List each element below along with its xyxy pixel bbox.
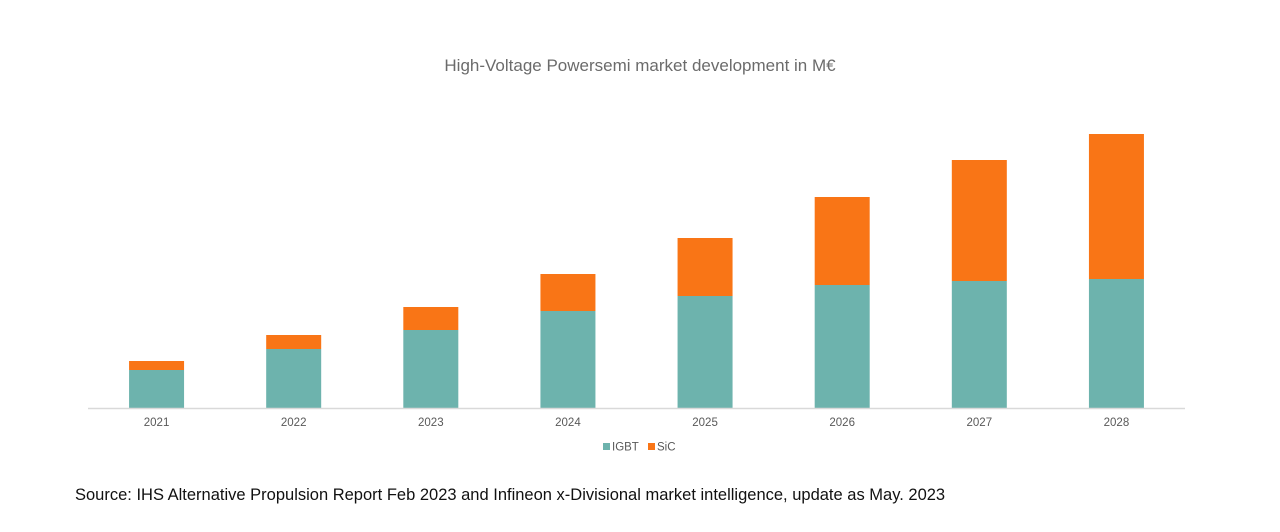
x-tick-label: 2024	[555, 417, 581, 429]
bar-igbt-2024	[540, 311, 596, 408]
bar-sic-2027	[951, 160, 1007, 281]
x-tick-label: 2027	[967, 417, 993, 429]
bar-igbt-2027	[951, 281, 1007, 408]
bar-igbt-2028	[1088, 279, 1144, 408]
legend-label-sic: SiC	[657, 442, 676, 454]
source-note: Source: IHS Alternative Propulsion Repor…	[75, 486, 946, 504]
bar-igbt-2023	[403, 330, 459, 408]
x-tick-label: 2025	[692, 417, 718, 429]
chart-title: High-Voltage Powersemi market developmen…	[444, 56, 836, 75]
x-tick-label: 2022	[281, 417, 307, 429]
legend-swatch-sic	[648, 443, 655, 450]
x-tick-label: 2028	[1104, 417, 1130, 429]
legend-swatch-igbt	[603, 443, 610, 450]
bar-sic-2024	[540, 274, 596, 311]
bar-sic-2026	[814, 197, 870, 285]
bar-sic-2025	[677, 238, 733, 296]
bar-sic-2023	[403, 307, 459, 330]
bar-igbt-2025	[677, 296, 733, 408]
x-tick-label: 2026	[829, 417, 855, 429]
legend-label-igbt: IGBT	[612, 442, 639, 454]
bar-sic-2022	[266, 335, 322, 349]
bar-igbt-2026	[814, 285, 870, 408]
x-tick-label: 2021	[144, 417, 170, 429]
bar-sic-2021	[129, 361, 185, 370]
bar-igbt-2021	[129, 370, 185, 408]
bar-igbt-2022	[266, 349, 322, 408]
bar-sic-2028	[1088, 134, 1144, 279]
x-tick-label: 2023	[418, 417, 444, 429]
